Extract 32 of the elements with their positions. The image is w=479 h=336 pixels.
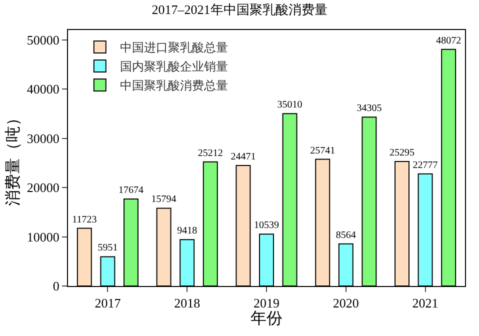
legend-label: 国内聚乳酸企业销量 [120,60,228,74]
y-tick-label: 40000 [26,82,60,97]
data-label: 22777 [412,160,438,171]
data-label: 25212 [198,148,223,159]
x-tick-label: 2020 [332,296,359,311]
data-label: 35010 [277,100,302,111]
x-tick-label: 2018 [174,296,200,311]
data-label: 5951 [98,242,118,254]
y-tick-label: 20000 [26,180,60,196]
chart-title: 2017–2021年中国聚乳酸消费量 [152,2,328,18]
x-tick-label: 2019 [254,296,280,311]
data-label: 24471 [230,152,256,163]
data-label: 34305 [356,103,382,114]
legend-label: 中国聚乳酸消费总量 [120,78,228,93]
x-axis-title: 年份 [250,310,282,328]
data-label: 25295 [390,147,415,158]
data-label: 8564 [336,230,356,241]
data-label: 9418 [177,226,198,237]
data-label: 11723 [72,214,97,226]
legend-label: 中国进口聚乳酸总量 [120,40,228,55]
y-tick-label: 30000 [26,130,60,146]
x-tick-label: 2017 [94,296,122,311]
data-label: 25741 [310,145,336,156]
x-tick-label: 2021 [412,296,438,311]
y-tick-label: 0 [52,278,60,294]
data-label: 17674 [118,184,144,196]
y-axis-title: 消费量（吨） [4,110,22,206]
y-tick-label: 50000 [26,32,60,48]
data-label: 15794 [151,194,176,206]
data-label: 10539 [254,220,279,232]
y-tick-label: 10000 [26,229,60,244]
data-label: 48072 [436,35,462,46]
